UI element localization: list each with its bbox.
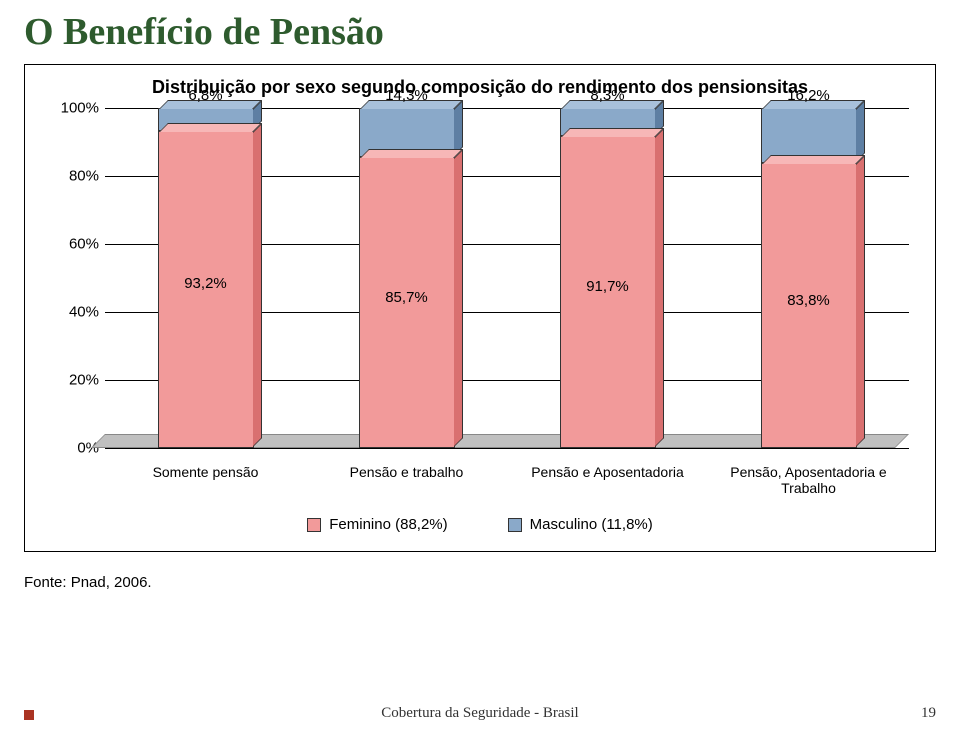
y-tick-label: 100% — [49, 100, 99, 117]
stacked-bar: 14,3%85,7% — [359, 108, 455, 448]
bar-value-label: 8,3% — [561, 87, 655, 104]
legend-item: Feminino (88,2%) — [307, 516, 447, 533]
bar-value-label: 91,7% — [561, 278, 655, 295]
bar-value-label: 85,7% — [360, 289, 454, 306]
bars-row: 6,8%93,2% 14,3%85,7% 8,3%91,7% 16,2%83,8% — [105, 108, 909, 448]
page-number: 19 — [921, 705, 936, 722]
x-axis-labels: Somente pensão Pensão e trabalho Pensão e … — [105, 448, 909, 488]
bar-segment: 85,7% — [359, 157, 455, 448]
bar-value-label: 6,8% — [159, 87, 253, 104]
x-tick-label: Somente pensão — [117, 448, 294, 488]
bar-segment: 91,7% — [560, 136, 656, 448]
y-tick-label: 40% — [49, 304, 99, 321]
footer-text: Cobertura da Seguridade - Brasil — [0, 705, 960, 722]
bar-value-label: 14,3% — [360, 87, 454, 104]
legend-swatch — [307, 518, 321, 532]
footer-bullet-icon — [24, 710, 34, 720]
y-tick-label: 60% — [49, 236, 99, 253]
bar-group: 16,2%83,8% — [720, 108, 897, 448]
source-label: Fonte: Pnad, 2006. — [0, 552, 960, 591]
legend-label: Masculino (11,8%) — [530, 516, 653, 533]
page-footer: Cobertura da Seguridade - Brasil 19 — [0, 705, 960, 722]
stacked-bar: 6,8%93,2% — [158, 108, 254, 448]
x-tick-label: Pensão e Aposentadoria — [519, 448, 696, 488]
bar-value-label: 83,8% — [762, 292, 856, 309]
legend-item: Masculino (11,8%) — [508, 516, 653, 533]
legend-label: Feminino (88,2%) — [329, 516, 447, 533]
bar-value-label: 16,2% — [762, 87, 856, 104]
bar-group: 6,8%93,2% — [117, 108, 294, 448]
chart-panel: Distribuição por sexo segundo composição… — [24, 64, 936, 552]
x-tick-label: Pensão e trabalho — [318, 448, 495, 488]
legend-swatch — [508, 518, 522, 532]
y-tick-label: 20% — [49, 372, 99, 389]
page-title: O Benefício de Pensão — [0, 0, 960, 60]
bar-group: 8,3%91,7% — [519, 108, 696, 448]
stacked-bar: 8,3%91,7% — [560, 108, 656, 448]
x-tick-label: Pensão, Aposentadoria e Trabalho — [720, 448, 897, 488]
stacked-bar: 16,2%83,8% — [761, 108, 857, 448]
bar-segment: 93,2% — [158, 131, 254, 448]
y-tick-label: 0% — [49, 440, 99, 457]
bar-group: 14,3%85,7% — [318, 108, 495, 448]
bar-value-label: 93,2% — [159, 275, 253, 292]
bar-segment: 83,8% — [761, 163, 857, 448]
chart-plot: 0%20%40%60%80%100% 6,8%93,2%14,3%85,7%8,… — [49, 108, 917, 488]
y-tick-label: 80% — [49, 168, 99, 185]
